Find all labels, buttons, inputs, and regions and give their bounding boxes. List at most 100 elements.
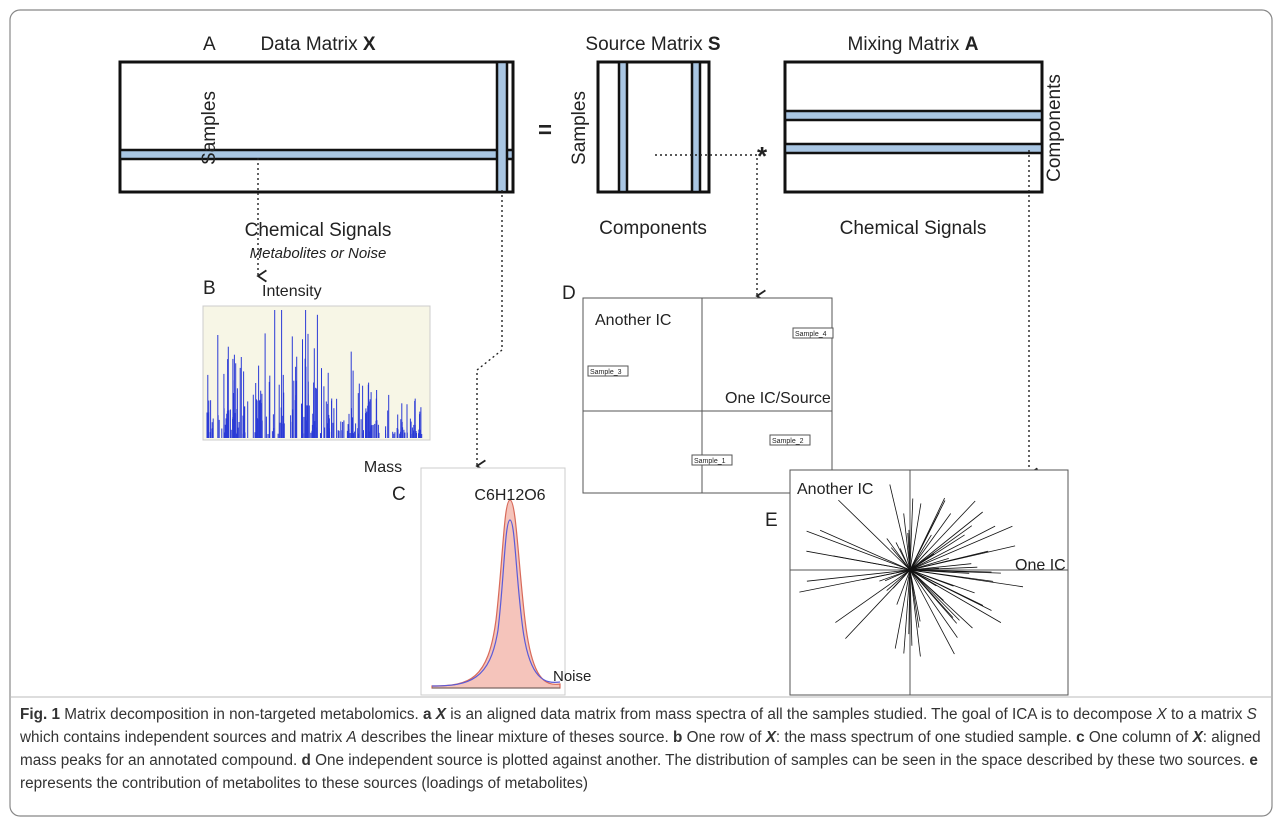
frame [9, 9, 1273, 817]
axis-label: Samples [199, 91, 220, 165]
loading-arrow [909, 550, 929, 571]
loading-arrow [909, 569, 973, 629]
panel-label: D [562, 283, 576, 304]
loading-arrow [819, 529, 911, 571]
caption-symbol: S [1246, 706, 1257, 723]
loading-arrow [903, 513, 911, 571]
matrix-title: Source Matrix S [585, 34, 720, 55]
panel-label: B [203, 278, 216, 299]
loading-arrow [909, 558, 949, 571]
loading-arrow [909, 513, 952, 571]
loading-arrow [909, 563, 972, 571]
axis-label: Chemical Signals [840, 218, 987, 239]
caption-text: to a matrix [1170, 706, 1243, 723]
axis-label: One IC [1015, 557, 1066, 574]
loading-arrow [889, 484, 911, 571]
connector [256, 150, 1038, 481]
loadings [799, 484, 1024, 657]
loading-arrow [909, 534, 932, 571]
loading-arrow [835, 569, 911, 623]
loading-arrow [799, 569, 911, 593]
caption-text: which contains independent sources and m… [20, 729, 343, 746]
loading-arrow [909, 569, 955, 655]
sample-label: Sample_4 [795, 331, 827, 338]
caption: Fig. 1 Matrix decomposition in non-targe… [20, 703, 1265, 795]
caption-symbol: X [1156, 706, 1167, 723]
caption-label: Fig. 1 [20, 706, 60, 723]
loading-arrow [909, 566, 978, 571]
caption-text: One row of [686, 729, 762, 746]
loading-arrow [909, 512, 940, 571]
caption-text: represents the contribution of metabolit… [20, 775, 588, 792]
loading-arrow [908, 569, 911, 635]
data-matrix [118, 60, 515, 194]
title-symbol: S [708, 34, 721, 55]
caption-text: One independent source is plotted agains… [315, 752, 1246, 769]
title-symbol: X [363, 34, 376, 55]
sample-label: Sample_1 [694, 458, 726, 465]
title-text: Data Matrix [260, 34, 358, 55]
peak [431, 499, 561, 689]
loading-arrow [806, 569, 911, 582]
axis-label: Chemical Signals [245, 220, 392, 241]
sample-box [587, 365, 629, 377]
axis-label: One IC/Source [725, 390, 831, 407]
axis-label: Components [599, 218, 707, 239]
caption-text: describes the linear mixture of theses s… [360, 729, 669, 746]
loading-arrow [909, 569, 1001, 574]
loading-arrow [903, 569, 911, 654]
loading-arrow [909, 569, 958, 638]
sample-labels: Sample_1 Sample_2 Sample_3 Sample_4 [587, 327, 834, 466]
panel-label: E [765, 510, 778, 531]
sample-box [769, 434, 811, 446]
title-text: Mixing Matrix [848, 34, 960, 55]
caption-text: : the mass spectrum of one studied sampl… [775, 729, 1072, 746]
loading-arrow [909, 569, 958, 624]
loading-arrow [909, 569, 1024, 588]
operator: = [538, 117, 552, 144]
loading-arrow [909, 534, 965, 571]
source-matrix [596, 60, 711, 194]
axis-label: Intensity [262, 283, 322, 300]
peak [431, 519, 561, 687]
caption-text: One column of [1088, 729, 1189, 746]
loading-arrow [907, 532, 911, 571]
loading-arrow [909, 511, 983, 571]
loading-arrow [886, 538, 911, 571]
caption-letter: a [423, 706, 432, 723]
loading-arrow [909, 569, 960, 621]
loading-arrow [886, 569, 911, 591]
axis-label: Samples [569, 91, 590, 165]
caption-symbol: X [1192, 729, 1203, 746]
caption-letter: b [673, 729, 683, 746]
title-symbol: A [965, 34, 979, 55]
loading-arrow [806, 530, 911, 571]
compound-label: C6H12O6 [474, 487, 545, 504]
caption-text: : aligned mass peaks for an annotated co… [20, 729, 1261, 769]
caption-letter: d [301, 752, 311, 769]
loading-arrow [909, 569, 975, 594]
loading-arrow [909, 525, 1013, 571]
sample-label: Sample_3 [590, 369, 622, 376]
axis-note: Metabolites or Noise [250, 245, 387, 262]
loading-arrow [909, 498, 914, 571]
loading-arrow [896, 569, 911, 605]
caption-text: Matrix decomposition in non-targeted met… [64, 706, 419, 723]
caption-symbol: A [346, 729, 357, 746]
axis-label: Another IC [797, 481, 873, 498]
axis-label: Components [1044, 74, 1065, 182]
loading-arrow [899, 548, 911, 571]
axis-label: Mass [364, 459, 402, 476]
loading-arrow [909, 503, 922, 571]
axis-label: Another IC [595, 312, 671, 329]
loading-arrow [833, 555, 911, 571]
loading-arrow [909, 569, 937, 587]
caption-letter: c [1076, 729, 1085, 746]
caption-symbol: X [435, 706, 446, 723]
spectrum [206, 310, 423, 438]
loading-arrow [838, 499, 911, 571]
sample-label: Sample_2 [772, 438, 804, 445]
operator: * [757, 141, 768, 171]
